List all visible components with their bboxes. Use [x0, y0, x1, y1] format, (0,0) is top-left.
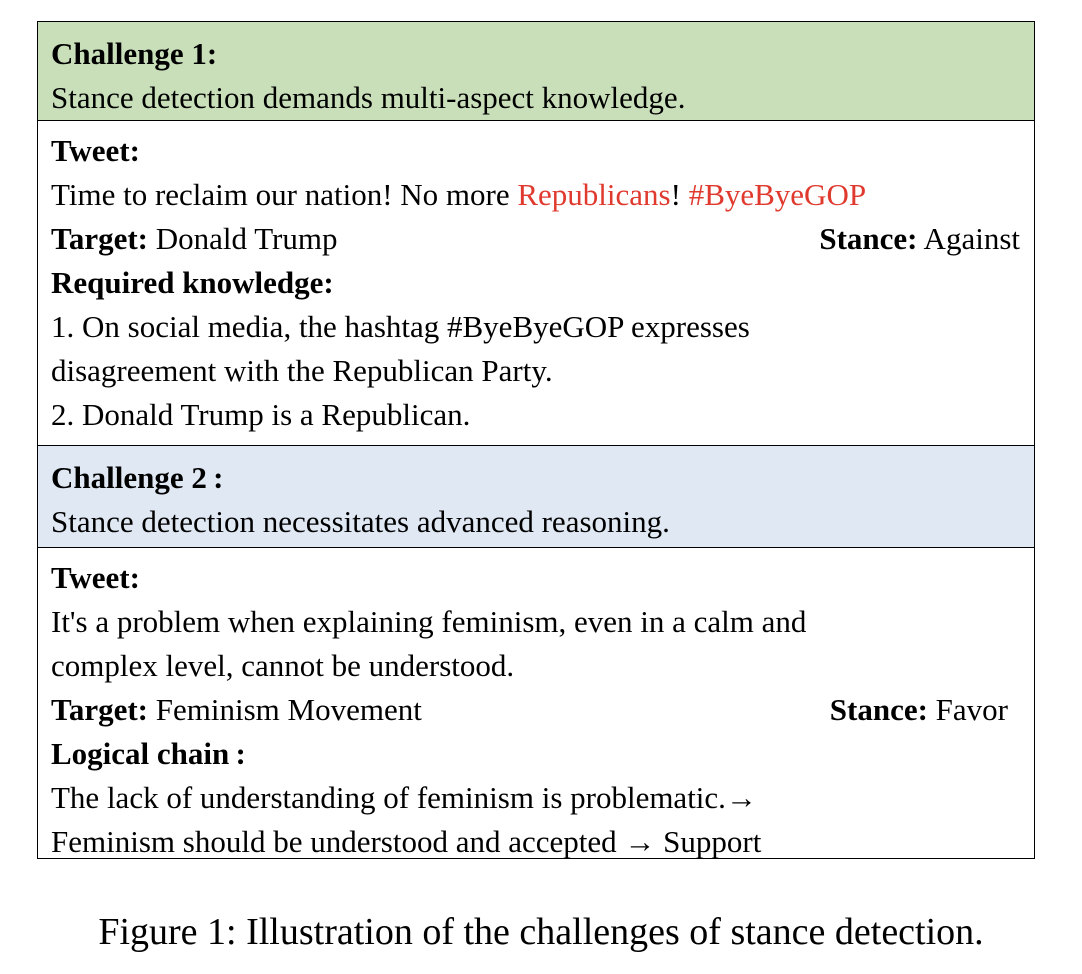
tweet-text-mid: !: [670, 177, 689, 212]
challenge-1-heading: Challenge 1:: [51, 36, 218, 71]
challenge-1-description: Stance detection demands multi-aspect kn…: [51, 80, 686, 115]
knowledge-line: 1. On social media, the hashtag #ByeByeG…: [51, 309, 750, 344]
knowledge-line: 2. Donald Trump is a Republican.: [51, 397, 471, 432]
tweet-highlight-republicans: Republicans: [517, 177, 671, 212]
stance-label: Stance:: [829, 692, 928, 727]
example-2: Tweet: It's a problem when explaining fe…: [38, 547, 1034, 859]
stance-value: Favor: [927, 692, 1008, 727]
challenge-2-heading: Challenge 2 :: [51, 460, 224, 495]
example-2-tweet-line: It's a problem when explaining feminism,…: [51, 604, 807, 639]
example-2-tweet-label: Tweet:: [51, 560, 140, 595]
figure-caption: Figure 1: Illustration of the challenges…: [98, 911, 984, 953]
stance-label: Stance:: [819, 221, 918, 256]
example-2-stance: Stance: Favor: [830, 688, 1008, 732]
example-1-stance: Stance: Against: [819, 217, 1020, 261]
example-1: Tweet: Time to reclaim our nation! No mo…: [38, 120, 1034, 445]
figure-box: Challenge 1: Stance detection demands mu…: [37, 21, 1035, 859]
target-label: Target:: [51, 221, 148, 256]
tweet-text-start: Time to reclaim our nation! No more: [51, 177, 518, 212]
example-1-target-stance-row: Target: Donald Trump Stance: Against: [51, 217, 1020, 261]
example-1-tweet-label: Tweet:: [51, 133, 140, 168]
tweet-highlight-hashtag: #ByeByeGOP: [688, 177, 867, 212]
stance-value: Against: [917, 221, 1020, 256]
example-1-target: Target: Donald Trump: [51, 217, 337, 261]
target-value: Donald Trump: [148, 221, 338, 256]
logical-chain-line: The lack of understanding of feminism is…: [51, 780, 757, 815]
example-1-tweet-text: Time to reclaim our nation! No more Repu…: [51, 173, 1020, 217]
challenge-2-header: Challenge 2 : Stance detection necessita…: [38, 445, 1034, 547]
example-2-target: Target: Feminism Movement: [51, 688, 422, 732]
logical-chain-line: Feminism should be understood and accept…: [51, 824, 762, 859]
knowledge-label: Required knowledge:: [51, 265, 334, 300]
knowledge-line: disagreement with the Republican Party.: [51, 353, 553, 388]
logical-chain-label: Logical chain :: [51, 736, 246, 771]
example-2-tweet-line: complex level, cannot be understood.: [51, 648, 515, 683]
example-2-target-stance-row: Target: Feminism Movement Stance: Favor: [51, 688, 1020, 732]
target-value: Feminism Movement: [148, 692, 422, 727]
challenge-2-description: Stance detection necessitates advanced r…: [51, 504, 670, 539]
challenge-1-header: Challenge 1: Stance detection demands mu…: [38, 22, 1034, 120]
target-label: Target:: [51, 692, 148, 727]
